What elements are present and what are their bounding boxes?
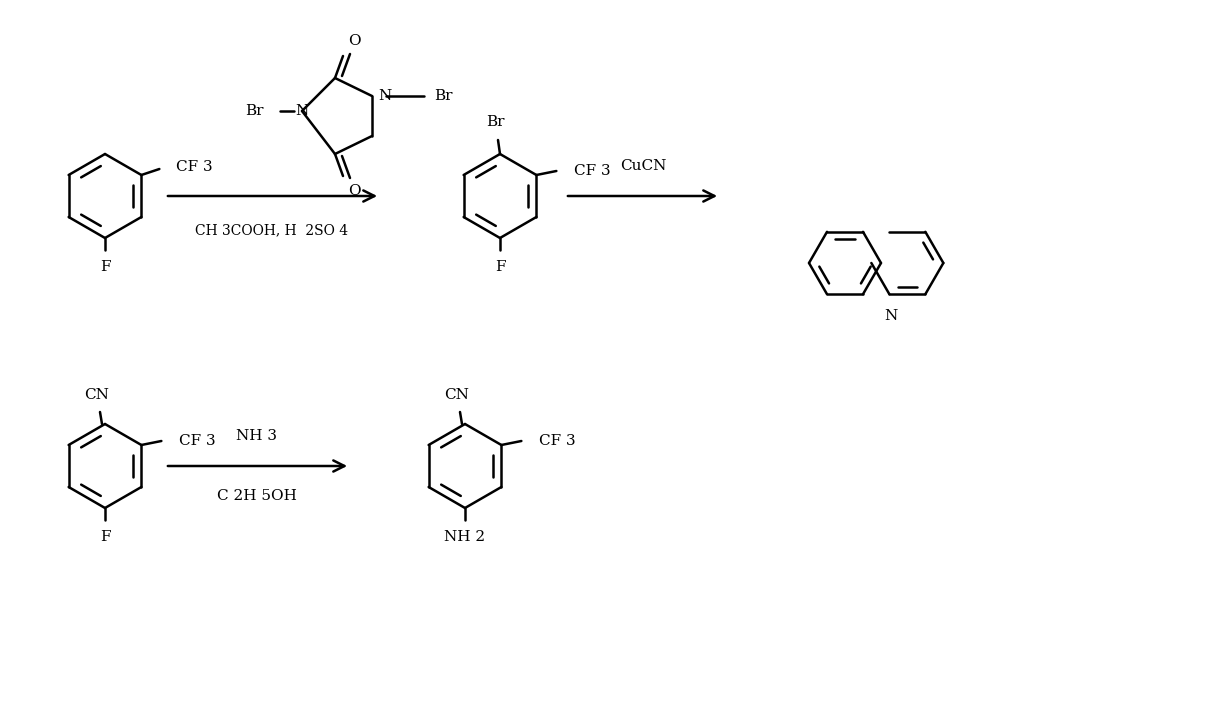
Text: CuCN: CuCN bbox=[620, 159, 666, 173]
Text: Br: Br bbox=[434, 89, 452, 103]
Text: NH 3: NH 3 bbox=[237, 429, 278, 443]
Text: Br: Br bbox=[245, 104, 264, 118]
Text: NH 2: NH 2 bbox=[444, 530, 485, 544]
Text: CF 3: CF 3 bbox=[180, 434, 216, 448]
Text: CN: CN bbox=[85, 388, 109, 402]
Text: N: N bbox=[884, 309, 898, 323]
Text: CH 3COOH, H  2SO 4: CH 3COOH, H 2SO 4 bbox=[195, 223, 348, 237]
Text: N: N bbox=[378, 89, 392, 103]
Text: F: F bbox=[99, 530, 110, 544]
Text: CF 3: CF 3 bbox=[575, 164, 611, 178]
Text: N: N bbox=[296, 104, 308, 118]
Text: CF 3: CF 3 bbox=[176, 160, 213, 174]
Text: Br: Br bbox=[485, 115, 505, 129]
Text: CF 3: CF 3 bbox=[540, 434, 576, 448]
Text: O: O bbox=[348, 184, 360, 198]
Text: O: O bbox=[348, 34, 360, 48]
Text: F: F bbox=[495, 260, 506, 274]
Text: F: F bbox=[99, 260, 110, 274]
Text: C 2H 5OH: C 2H 5OH bbox=[217, 489, 297, 503]
Text: CN: CN bbox=[444, 388, 469, 402]
